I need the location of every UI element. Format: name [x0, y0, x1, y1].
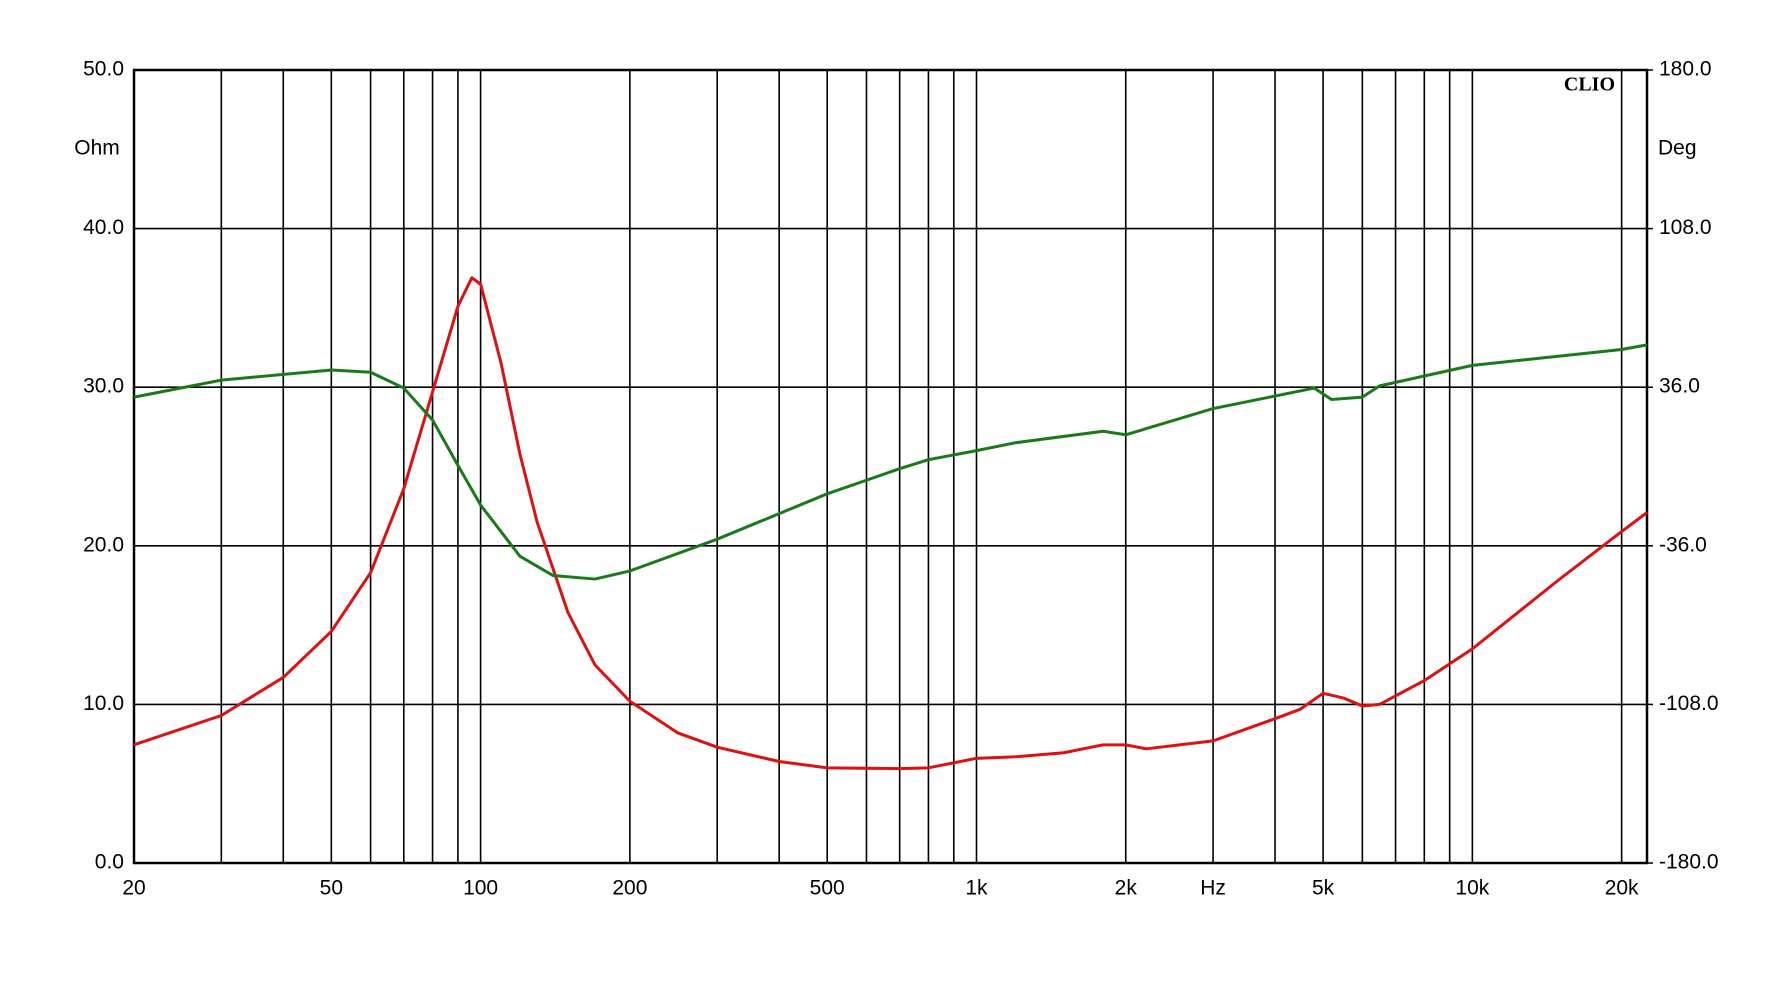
x-tick-label: 50 — [320, 877, 343, 900]
data-line — [133, 276, 1648, 771]
y-tick-label: 0.0 — [95, 851, 124, 874]
x-tick-label: 2k — [1115, 877, 1138, 900]
plot-frame — [132, 68, 1649, 865]
y-tick-label: 30.0 — [83, 375, 124, 398]
y2-tick-label: -108.0 — [1659, 692, 1719, 715]
y-tick-label: 10.0 — [83, 692, 124, 715]
annotation: CLIO — [1564, 74, 1615, 96]
y-tick-label: 40.0 — [83, 216, 124, 239]
y2-tick-label: -36.0 — [1659, 533, 1707, 556]
x-tick-label: 200 — [612, 877, 647, 900]
x-tick-label: 20 — [122, 877, 145, 900]
y-axis-label: Ohm — [74, 137, 120, 160]
x-tick-label: 1k — [965, 877, 988, 900]
y2-tick-label: 36.0 — [1659, 375, 1700, 398]
y-tick-label: 50.0 — [83, 58, 124, 81]
y2-tick-label: 180.0 — [1659, 58, 1712, 81]
y2-tick-label: -180.0 — [1659, 851, 1719, 874]
y-tick-label: 20.0 — [83, 533, 124, 556]
x-tick-label: 5k — [1312, 877, 1335, 900]
x-tick-label: 100 — [463, 877, 498, 900]
y2-tick-label: 108.0 — [1659, 216, 1712, 239]
x-tick-label: Hz — [1200, 877, 1226, 900]
x-tick-label: 10k — [1455, 877, 1489, 900]
data-line — [133, 343, 1648, 581]
y2-axis-label: Deg — [1658, 137, 1697, 160]
x-tick-label: 500 — [810, 877, 845, 900]
x-tick-label: 20k — [1605, 877, 1639, 900]
